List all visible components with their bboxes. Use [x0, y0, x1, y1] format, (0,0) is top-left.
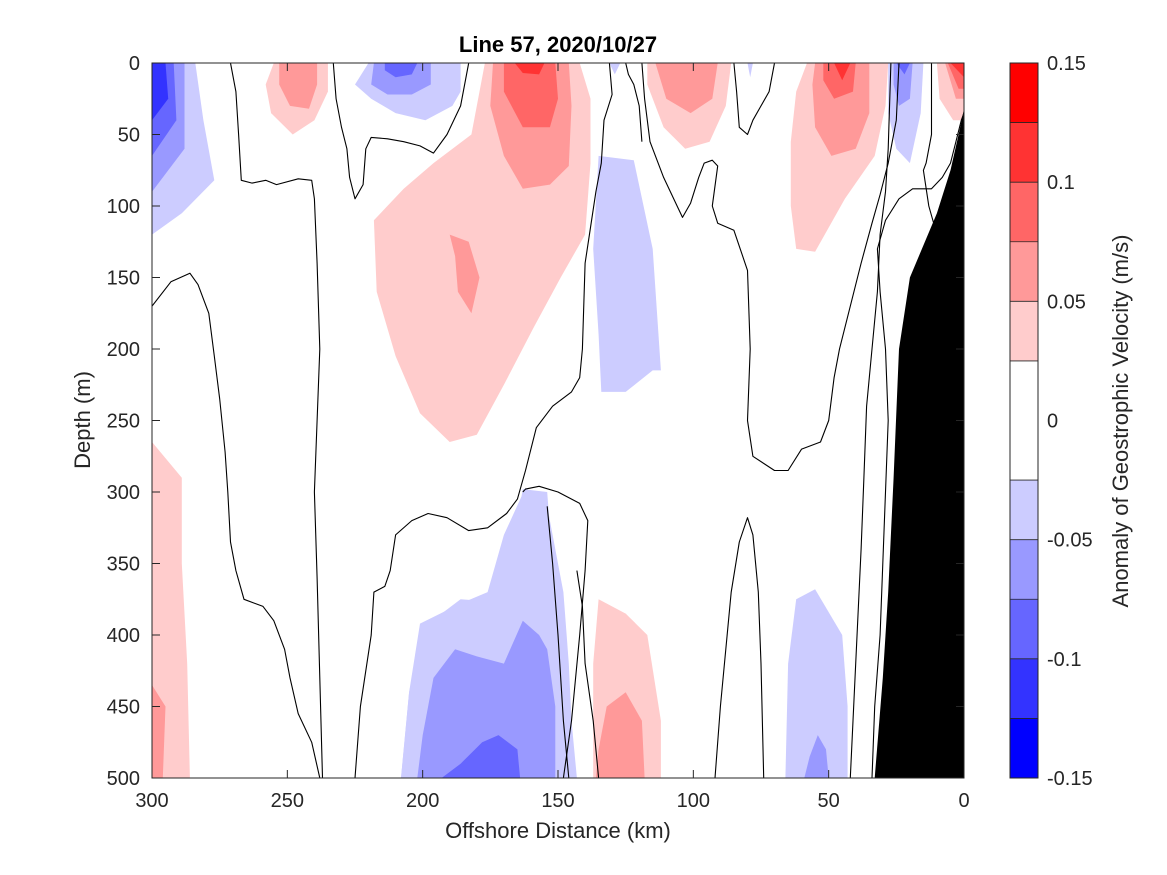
y-tick-label: 300 [107, 482, 140, 504]
y-tick-label: 500 [107, 768, 140, 790]
colorbar-swatch [1010, 182, 1038, 242]
colorbar-tick-label: -0.05 [1047, 530, 1093, 552]
x-tick-label: 100 [677, 790, 710, 812]
contour-region [503, 63, 558, 128]
zero-contour-line [354, 63, 613, 778]
contour-region [384, 63, 418, 78]
y-tick-label: 400 [107, 625, 140, 647]
colorbar-swatch [1010, 241, 1038, 302]
contour-region [152, 442, 190, 778]
contour-region [655, 63, 718, 114]
x-tick-label: 50 [818, 790, 840, 812]
y-tick-label: 450 [107, 697, 140, 719]
y-tick-label: 100 [107, 196, 140, 218]
y-tick-label: 0 [129, 53, 140, 75]
seafloor-mask [874, 108, 964, 778]
contour-region [950, 63, 964, 78]
y-tick-label: 350 [107, 554, 140, 576]
colorbar-tick-label: -0.1 [1047, 649, 1081, 671]
colorbar-label: Anomaly of Geostrophic Velocity (m/s) [1108, 235, 1133, 608]
zero-contour-line [849, 63, 892, 778]
x-tick-label: 0 [958, 790, 969, 812]
contour-region [593, 155, 661, 392]
colorbar-ticks: 0.15 0.1 0.05 0 -0.05 -0.1 -0.15 [1047, 53, 1093, 790]
colorbar-swatch [1010, 480, 1038, 540]
x-axis-ticks: 300 250 200 150 100 50 0 [135, 63, 970, 812]
zero-contour-line [604, 63, 643, 142]
zero-contour-lines [152, 63, 964, 778]
contour-fill-layer [152, 63, 964, 778]
y-axis-ticks: 0 50 100 150 200 250 300 350 400 450 500 [107, 53, 964, 790]
zero-contour-line [871, 112, 964, 778]
colorbar-tick-label: -0.15 [1047, 768, 1093, 790]
zero-contour-line [714, 517, 765, 778]
contour-region [823, 63, 856, 99]
colorbar-swatch [1010, 718, 1038, 778]
colorbar-swatch [1010, 360, 1038, 481]
contour-region [441, 735, 521, 778]
x-tick-label: 300 [135, 790, 168, 812]
y-tick-label: 150 [107, 268, 140, 290]
x-axis-label: Offshore Distance (km) [445, 818, 671, 843]
contour-region [834, 63, 851, 81]
colorbar-swatch [1010, 539, 1038, 600]
contour-region [152, 685, 166, 778]
contour-region [417, 620, 556, 778]
contour-region [595, 692, 645, 778]
contour-region [804, 735, 829, 778]
colorbar-tick-label: 0.1 [1047, 172, 1075, 194]
colorbar-swatch [1010, 599, 1038, 659]
colorbar-swatch [1010, 301, 1038, 361]
colorbar-frame [1009, 62, 1039, 779]
x-tick-label: 150 [541, 790, 574, 812]
colorbar-tick-label: 0 [1047, 411, 1058, 433]
colorbar-tick-label: 0.05 [1047, 291, 1086, 313]
zero-contour-line [332, 63, 470, 200]
contour-region [152, 63, 169, 121]
contour-region [785, 589, 848, 778]
y-axis-label: Depth (m) [70, 371, 95, 469]
y-tick-label: 250 [107, 411, 140, 433]
zero-contour-line [152, 272, 321, 778]
zero-contour-line [522, 485, 589, 778]
contour-region [812, 63, 870, 156]
x-tick-label: 200 [406, 790, 439, 812]
y-tick-label: 200 [107, 339, 140, 361]
colorbar-swatch [1010, 63, 1038, 123]
colorbar-swatch [1010, 122, 1038, 183]
x-tick-label: 250 [271, 790, 304, 812]
contour-region [279, 63, 318, 109]
contour-region [609, 63, 621, 75]
zero-contour-line [229, 63, 324, 778]
contour-region [449, 234, 480, 314]
contour-region [514, 63, 545, 75]
colorbar [1009, 62, 1039, 779]
zero-contour-line [576, 570, 600, 778]
y-tick-label: 50 [118, 125, 140, 147]
contour-region [747, 63, 753, 78]
colorbar-tick-label: 0.15 [1047, 53, 1086, 75]
chart-title: Line 57, 2020/10/27 [459, 32, 657, 57]
colorbar-swatch [1010, 658, 1038, 719]
zero-contour-line [733, 63, 776, 136]
zero-contour-line [641, 63, 900, 472]
contour-region [896, 63, 910, 75]
bathymetry-fill [874, 108, 964, 778]
zero-contour-line [546, 506, 570, 778]
